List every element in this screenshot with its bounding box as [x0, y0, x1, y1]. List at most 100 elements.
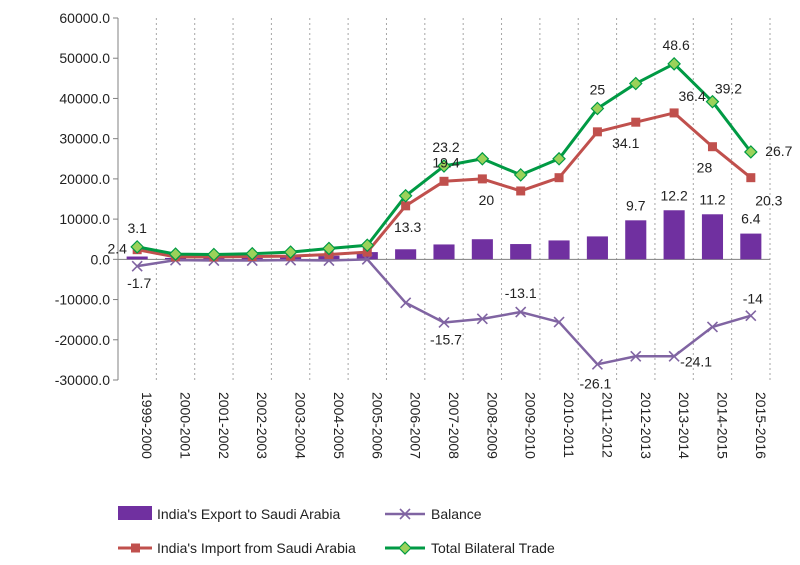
- data-label: 28: [697, 160, 713, 176]
- data-label: 25: [590, 82, 606, 98]
- data-label: 23.2: [432, 139, 459, 155]
- bar-export: [740, 233, 762, 260]
- marker-balance: [476, 313, 488, 325]
- bar-export: [433, 244, 455, 260]
- marker-total: [283, 245, 298, 259]
- marker-total: [513, 168, 528, 182]
- marker-balance: [591, 358, 603, 370]
- data-label: -24.1: [680, 353, 712, 369]
- x-tick-label: 2009-2010: [523, 392, 539, 459]
- data-label: 34.1: [612, 135, 639, 151]
- marker-import: [631, 117, 641, 127]
- grid: [117, 18, 771, 380]
- marker-total: [322, 241, 336, 256]
- data-label: -14: [743, 291, 763, 307]
- marker-import: [439, 176, 449, 186]
- y-tick-label: 50000.0: [59, 50, 110, 66]
- x-tick-label: 2014-2015: [714, 392, 730, 459]
- legend-label-export: India's Export to Saudi Arabia: [157, 506, 340, 522]
- bar-export: [663, 210, 685, 260]
- data-label: 20.3: [755, 193, 782, 209]
- data-label: 39.2: [715, 81, 742, 97]
- marker-total: [130, 240, 145, 254]
- legend-label-import: India's Import from Saudi Arabia: [157, 540, 356, 556]
- bar-export: [625, 220, 647, 260]
- x-tick-label: 2002-2003: [254, 392, 270, 459]
- marker-balance: [745, 310, 757, 322]
- y-tick-label: 40000.0: [59, 90, 110, 106]
- y-tick-label: 0.0: [91, 251, 111, 267]
- x-tick-label: 2011-2012: [599, 392, 615, 458]
- bar-export: [586, 236, 608, 260]
- y-tick-label: -10000.0: [55, 292, 110, 308]
- data-label: -15.7: [430, 331, 462, 347]
- data-label: 20: [479, 192, 495, 208]
- marker-total: [475, 151, 490, 166]
- marker-balance: [131, 260, 143, 272]
- marker-total: [552, 151, 566, 166]
- marker-balance: [630, 350, 642, 362]
- data-label: 48.6: [662, 37, 689, 53]
- x-tick-label: 2013-2014: [676, 392, 692, 459]
- marker-import: [516, 186, 526, 196]
- marker-total: [743, 145, 758, 159]
- y-tick-label: 30000.0: [59, 131, 110, 147]
- data-label: 6.4: [741, 211, 761, 227]
- marker-total: [437, 159, 451, 173]
- x-tick-label: 2015-2016: [753, 392, 769, 459]
- marker-import: [669, 108, 679, 118]
- x-tick-label: 2001-2002: [216, 392, 232, 459]
- marker-total: [705, 94, 720, 109]
- export-bars: [126, 210, 762, 260]
- marker-balance: [706, 321, 719, 333]
- data-label: 36.4: [678, 88, 705, 104]
- data-label: 2.4: [107, 241, 127, 257]
- marker-balance: [438, 316, 450, 329]
- marker-total: [398, 188, 413, 203]
- data-labels: 9.7 12.2 11.2 6.4 -1.7 -15.7 -13.1 -26.1 -24.1 -1…: [107, 37, 792, 391]
- marker-total: [590, 101, 605, 116]
- x-tick-label: 2008-2009: [484, 392, 500, 459]
- axes: 60000.0 50000.0 40000.0 30000.0 20000.0 10000…: [55, 10, 770, 459]
- marker-balance: [400, 297, 412, 309]
- legend-label-total: Total Bilateral Trade: [431, 540, 555, 556]
- marker-total: [207, 247, 221, 262]
- marker-total: [168, 247, 183, 261]
- bar-export: [395, 249, 417, 260]
- y-tick-label: 60000.0: [59, 10, 110, 26]
- data-label: 13.3: [394, 219, 421, 235]
- bar-export: [701, 214, 724, 260]
- legend-label-balance: Balance: [431, 506, 482, 522]
- data-label: 3.1: [127, 220, 147, 236]
- data-label: 12.2: [660, 187, 687, 203]
- y-tick-label: -30000.0: [55, 372, 110, 388]
- marker-import: [707, 142, 717, 152]
- marker-total: [245, 246, 260, 261]
- y-tick-label: 20000.0: [59, 171, 110, 187]
- data-label: 9.7: [626, 197, 646, 213]
- data-label: -13.1: [505, 285, 537, 301]
- data-label: 19.4: [432, 154, 459, 170]
- bar-export: [548, 240, 570, 260]
- x-tick-label: 2005-2006: [369, 392, 385, 459]
- x-tick-label: 2004-2005: [331, 392, 347, 459]
- x-tick-label: 2007-2008: [446, 392, 462, 459]
- marker-total: [360, 238, 375, 253]
- marker-total: [628, 76, 643, 91]
- marker-balance: [515, 306, 527, 318]
- y-tick-label: -20000.0: [55, 332, 110, 348]
- legend-swatch-export: [118, 506, 152, 520]
- x-tick-label: 2012-2013: [638, 392, 654, 459]
- x-tick-label: 2003-2004: [293, 392, 309, 459]
- marker-import: [554, 173, 564, 183]
- marker-balance: [553, 316, 565, 328]
- data-label: 26.7: [765, 143, 792, 159]
- line-balance: [136, 258, 752, 366]
- bar-export: [471, 239, 493, 260]
- y-tick-label: 10000.0: [59, 211, 110, 227]
- legend: India's Export to Saudi Arabia Balance Ind…: [118, 506, 555, 556]
- data-label: -26.1: [579, 375, 611, 391]
- data-label: -1.7: [127, 275, 151, 291]
- x-tick-label: 2000-2001: [178, 392, 194, 459]
